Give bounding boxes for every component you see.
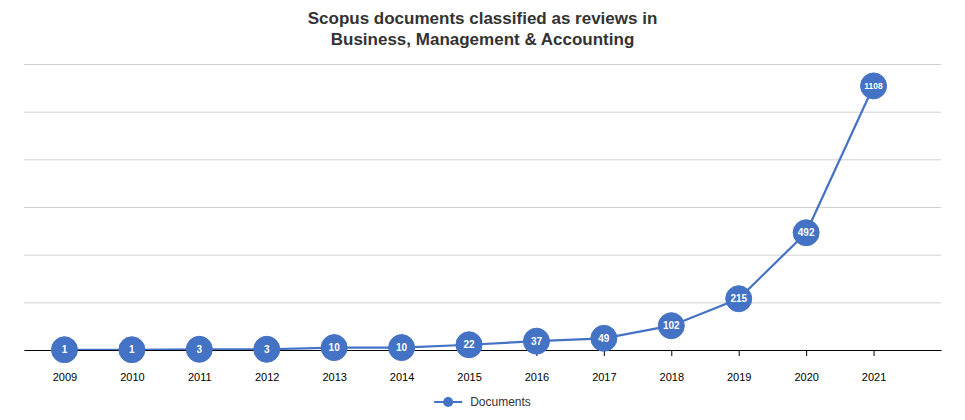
x-tick-label: 2020: [794, 371, 818, 383]
data-label: 22: [463, 339, 475, 350]
x-axis: 2009 2010 2011 2012 2013 2014 2015 2016 2017 2018…: [25, 350, 942, 383]
x-tick: 2016: [525, 350, 549, 383]
point: [389, 335, 415, 361]
title: Scopus documents classified as reviews i…: [308, 9, 658, 49]
data-label: 3: [197, 344, 203, 355]
point: [119, 337, 145, 363]
point: [456, 332, 482, 358]
x-tick: 2020: [794, 350, 818, 383]
y-grid: [24, 65, 941, 351]
data-label: 102: [663, 320, 680, 331]
x-tick: 2017: [592, 350, 616, 383]
grid-line: [24, 207, 941, 208]
x-tick-label: 2010: [120, 371, 144, 383]
data-label: 1: [129, 344, 135, 355]
x-tick-mark: [671, 350, 672, 356]
data-label: 492: [798, 227, 815, 238]
grid-line: [24, 255, 941, 256]
data-label: 10: [396, 342, 408, 353]
x-tick-label: 2017: [592, 371, 616, 383]
x-tick-mark: [874, 350, 875, 356]
data-label: 37: [531, 336, 543, 347]
line: [64, 86, 873, 350]
data-labels: 1 1 3 3 10 10 22 37 49 102 215 492 1108: [62, 81, 883, 355]
point: [254, 336, 280, 362]
point: [321, 335, 347, 361]
data-label: 49: [598, 333, 610, 344]
legend-marker: [443, 397, 453, 407]
x-tick-label: 2015: [457, 371, 481, 383]
x-tick-label: 2012: [255, 371, 279, 383]
grid-line: [24, 64, 941, 65]
y-tick: [24, 112, 941, 113]
y-tick: [24, 159, 941, 160]
grid-line: [24, 112, 941, 113]
y-tick: [24, 302, 941, 303]
point: [793, 220, 819, 246]
point: [186, 336, 212, 362]
legend: Documents: [434, 395, 531, 409]
y-tick: [24, 64, 941, 65]
grid-line: [24, 350, 941, 351]
points: [51, 73, 886, 363]
title-line: Scopus documents classified as reviews i…: [308, 9, 658, 28]
x-tick-label: 2011: [188, 371, 212, 383]
point: [591, 325, 617, 351]
x-tick: 2018: [660, 350, 684, 383]
point: [726, 286, 752, 312]
legend-label: Documents: [470, 395, 531, 409]
y-tick: [24, 207, 941, 208]
title-line: Business, Management & Accounting: [331, 30, 635, 49]
legend-entry: Documents: [434, 395, 531, 409]
grid-line: [24, 159, 941, 160]
x-tick-label: 2013: [322, 371, 346, 383]
x-axis-line: [25, 350, 942, 351]
data-label: 215: [730, 293, 747, 304]
data-label: 1: [62, 344, 68, 355]
y-tick: [24, 255, 941, 256]
x-tick: 2019: [727, 350, 751, 383]
x-tick-label: 2021: [862, 371, 886, 383]
x-tick: 2021: [862, 350, 886, 383]
chart: Scopus documents classified as reviews i…: [0, 0, 965, 420]
data-label: 3: [264, 344, 270, 355]
x-tick-label: 2016: [525, 371, 549, 383]
plot: 2009 2010 2011 2012 2013 2014 2015 2016 2017 2018…: [24, 65, 942, 383]
point: [658, 313, 684, 339]
point: [523, 328, 549, 354]
y-tick: [24, 350, 941, 351]
data-label: 10: [329, 342, 341, 353]
x-tick-mark: [739, 350, 740, 356]
point: [51, 337, 77, 363]
x-tick-mark: [806, 350, 807, 356]
lines: [64, 86, 873, 350]
x-tick-label: 2018: [660, 371, 684, 383]
x-tick-label: 2014: [390, 371, 414, 383]
data-label: 1108: [864, 81, 883, 91]
x-tick-label: 2009: [53, 371, 77, 383]
grid-line: [24, 302, 941, 303]
x-tick-label: 2019: [727, 371, 751, 383]
point: [861, 73, 887, 99]
